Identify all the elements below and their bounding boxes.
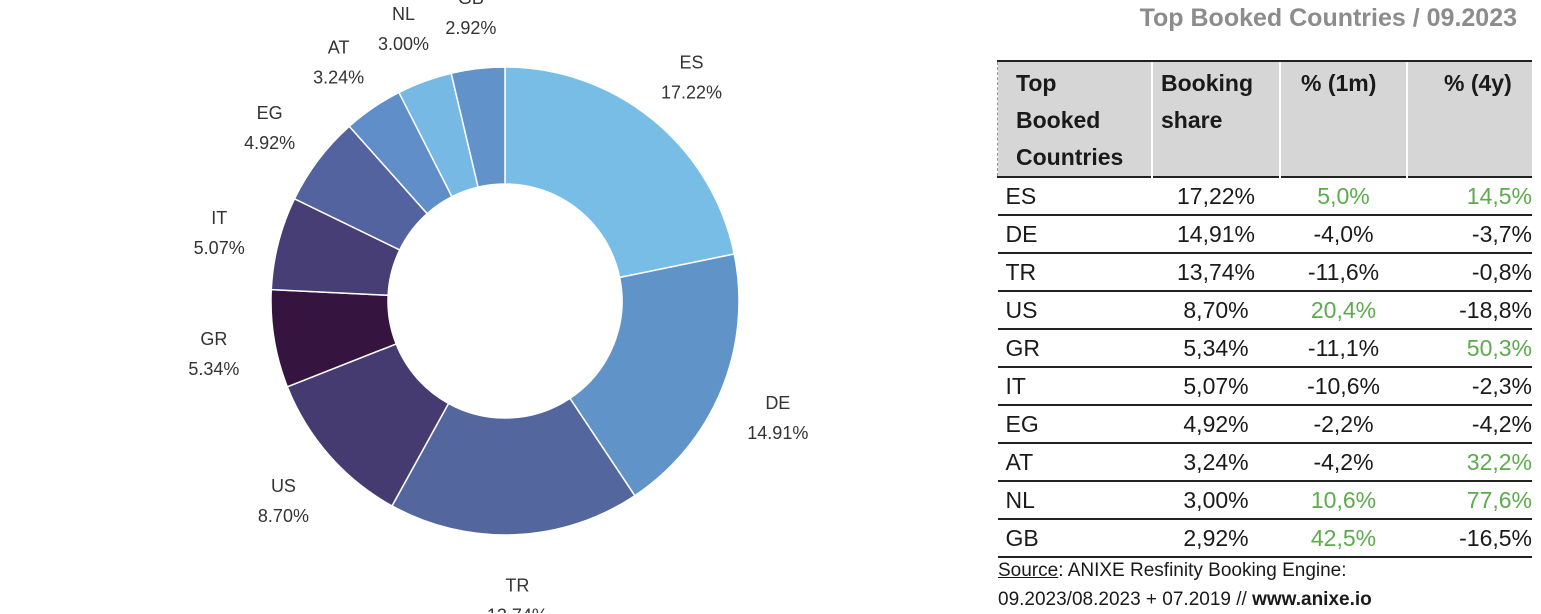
- cell-pct-1m: -11,1%: [1280, 329, 1407, 368]
- cell-pct-1m: -10,6%: [1280, 367, 1407, 406]
- cell-pct-1m: -11,6%: [1280, 253, 1407, 292]
- slice-value-gb: 2.92%: [445, 18, 496, 38]
- cell-booking-share: 14,91%: [1152, 215, 1280, 254]
- cell-booking-share: 8,70%: [1152, 291, 1280, 330]
- header-country-line2: Booked: [1016, 107, 1101, 133]
- cell-pct-1m: 10,6%: [1280, 481, 1407, 520]
- table-row: AT 3,24% -4,2% 32,2%: [997, 443, 1532, 482]
- cell-country: AT: [997, 443, 1152, 482]
- table-row: IT 5,07% -10,6% -2,3%: [997, 367, 1532, 406]
- header-top-booked-countries: Top Booked Countries: [997, 60, 1152, 177]
- table-body: ES 17,22% 5,0% 14,5% DE 14,91% -4,0% -3,7% TR 13,…: [997, 177, 1532, 558]
- cell-country: EG: [997, 405, 1152, 444]
- cell-pct-1m: -2,2%: [1280, 405, 1407, 444]
- slice-label-at: AT: [328, 37, 350, 57]
- cell-pct-4y: 32,2%: [1407, 443, 1532, 482]
- table-row: GR 5,34% -11,1% 50,3%: [997, 329, 1532, 368]
- cell-booking-share: 13,74%: [1152, 253, 1280, 292]
- cell-country: GB: [997, 519, 1152, 558]
- cell-pct-4y: 77,6%: [1407, 481, 1532, 520]
- cell-booking-share: 5,07%: [1152, 367, 1280, 406]
- slice-label-de: DE: [765, 393, 790, 413]
- cell-country: TR: [997, 253, 1152, 292]
- report-title: Top Booked Countries / 09.2023: [1139, 4, 1517, 32]
- source-text-line2: 09.2023/08.2023 + 07.2019 //: [998, 589, 1253, 610]
- slice-de: [568, 253, 740, 497]
- cell-pct-1m: 5,0%: [1280, 177, 1407, 216]
- slice-value-gr: 5.34%: [188, 359, 239, 379]
- donut-svg: ES 17.22% DE 14.91% TR 13.74% US 8.70% GR 5.34% IT…: [188, 0, 808, 613]
- slice-value-it: 5.07%: [194, 238, 245, 258]
- header-country-line3: Countries: [1016, 144, 1124, 170]
- source-text-line1: : ANIXE Resfinity Booking Engine:: [1058, 560, 1347, 581]
- donut-chart: ES 17.22% DE 14.91% TR 13.74% US 8.70% GR 5.34% IT…: [188, 0, 808, 613]
- cell-country: ES: [997, 177, 1152, 216]
- cell-country: NL: [997, 481, 1152, 520]
- cell-pct-4y: -18,8%: [1407, 291, 1532, 330]
- table-row: GB 2,92% 42,5% -16,5%: [997, 519, 1532, 558]
- slice-value-eg: 4.92%: [244, 133, 295, 153]
- cell-booking-share: 4,92%: [1152, 405, 1280, 444]
- table-header-row: Top Booked Countries Booking share % (1m…: [997, 60, 1532, 177]
- labels-group: ES 17.22% DE 14.91% TR 13.74% US 8.70% GR 5.34% IT…: [188, 0, 808, 613]
- cell-booking-share: 17,22%: [1152, 177, 1280, 216]
- slice-label-us: US: [271, 476, 296, 496]
- table-row: US 8,70% 20,4% -18,8%: [997, 291, 1532, 330]
- slice-label-tr: TR: [505, 576, 529, 596]
- table-row: TR 13,74% -11,6% -0,8%: [997, 253, 1532, 292]
- slice-value-es: 17.22%: [661, 82, 722, 102]
- cell-pct-4y: 14,5%: [1407, 177, 1532, 216]
- slice-label-gr: GR: [200, 329, 227, 349]
- slice-value-us: 8.70%: [258, 506, 309, 526]
- slice-label-eg: EG: [257, 103, 283, 123]
- cell-country: GR: [997, 329, 1152, 368]
- slice-value-de: 14.91%: [747, 423, 808, 443]
- cell-country: US: [997, 291, 1152, 330]
- table-row: DE 14,91% -4,0% -3,7%: [997, 215, 1532, 254]
- header-share-line2: share: [1161, 107, 1223, 133]
- cell-booking-share: 5,34%: [1152, 329, 1280, 368]
- table-row: EG 4,92% -2,2% -4,2%: [997, 405, 1532, 444]
- cell-pct-4y: -4,2%: [1407, 405, 1532, 444]
- source-website: www.anixe.io: [1252, 589, 1372, 610]
- cell-pct-1m: 42,5%: [1280, 519, 1407, 558]
- slice-es: [504, 66, 736, 279]
- table-row: NL 3,00% 10,6% 77,6%: [997, 481, 1532, 520]
- source-label: Source: [998, 560, 1059, 581]
- header-country-line1: Top: [1016, 70, 1057, 96]
- slice-label-nl: NL: [392, 4, 415, 24]
- cell-pct-4y: 50,3%: [1407, 329, 1532, 368]
- cell-pct-1m: -4,2%: [1280, 443, 1407, 482]
- cell-pct-1m: -4,0%: [1280, 215, 1407, 254]
- table-row: ES 17,22% 5,0% 14,5%: [997, 177, 1532, 216]
- cell-pct-4y: -0,8%: [1407, 253, 1532, 292]
- cell-booking-share: 3,24%: [1152, 443, 1280, 482]
- slice-value-nl: 3.00%: [378, 34, 429, 54]
- cell-booking-share: 3,00%: [1152, 481, 1280, 520]
- header-pct-4y: % (4y): [1406, 60, 1532, 177]
- slice-gb: [450, 66, 506, 189]
- cell-country: IT: [997, 367, 1152, 406]
- header-booking-share: Booking share: [1151, 60, 1280, 177]
- cell-pct-4y: -2,3%: [1407, 367, 1532, 406]
- cell-booking-share: 2,92%: [1152, 519, 1280, 558]
- slice-label-it: IT: [211, 208, 227, 228]
- slice-value-tr: 13.74%: [487, 606, 548, 613]
- slice-value-at: 3.24%: [313, 67, 364, 87]
- slice-label-gb: GB: [458, 0, 484, 8]
- slice-tr: [391, 397, 636, 536]
- slices-group: [270, 66, 740, 536]
- cell-pct-1m: 20,4%: [1280, 291, 1407, 330]
- header-share-line1: Booking: [1161, 70, 1253, 96]
- cell-country: DE: [997, 215, 1152, 254]
- slice-label-es: ES: [679, 52, 703, 72]
- cell-pct-4y: -3,7%: [1407, 215, 1532, 254]
- header-pct-1m: % (1m): [1279, 60, 1407, 177]
- cell-pct-4y: -16,5%: [1407, 519, 1532, 558]
- booking-table: Top Booked Countries Booking share % (1m…: [997, 60, 1532, 558]
- source-note: Source: ANIXE Resfinity Booking Engine: …: [998, 556, 1372, 614]
